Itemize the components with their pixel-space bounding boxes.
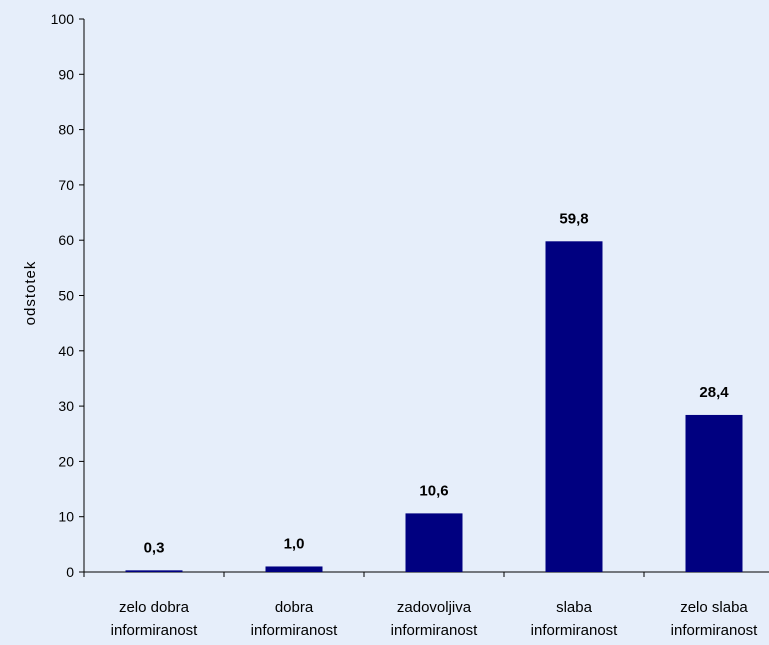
y-tick-label: 40 (58, 343, 74, 359)
y-tick-label: 60 (58, 232, 74, 248)
y-tick-label: 10 (58, 509, 74, 525)
x-tick-label: zelo dobra informiranost (111, 599, 199, 639)
data-label: 0,3 (144, 539, 165, 556)
data-label: 1,0 (284, 535, 305, 552)
x-tick-label: dobra informiranost (251, 599, 339, 639)
y-tick-label: 100 (51, 11, 75, 27)
x-tick-label: zelo slaba informiranost (671, 599, 759, 639)
x-tick-label: slaba informiranost (531, 599, 619, 639)
y-tick-label: 70 (58, 177, 74, 193)
bar (685, 414, 743, 572)
data-label: 28,4 (699, 384, 729, 401)
data-label: 59,8 (559, 210, 588, 227)
axes: 0 10 20 30 40 50 60 70 80 90 100 (51, 11, 769, 580)
y-tick-label: 0 (66, 564, 74, 580)
bar (405, 513, 463, 572)
x-tick-label: zadovoljiva informiranost (391, 599, 479, 639)
data-label: 10,6 (419, 482, 448, 499)
labels: 0,3 zelo dobra informiranost 1,0 dobra inform… (111, 210, 759, 639)
bar (125, 570, 183, 572)
y-tick-label: 80 (58, 122, 74, 138)
y-tick-label: 30 (58, 398, 74, 414)
bar (545, 241, 603, 572)
bars (125, 241, 743, 572)
bar (265, 566, 323, 572)
y-tick-label: 50 (58, 288, 74, 304)
y-axis-title: odstotek (22, 261, 39, 326)
y-tick-label: 90 (58, 66, 74, 82)
y-tick-label: 20 (58, 453, 74, 469)
